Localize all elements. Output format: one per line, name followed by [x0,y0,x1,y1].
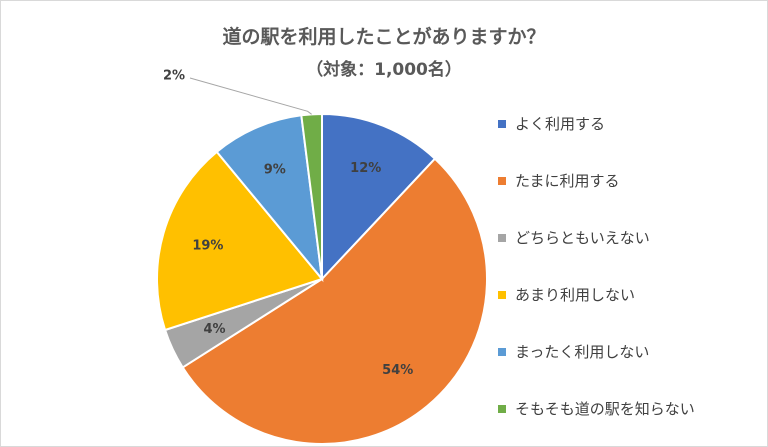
legend-item: あまり利用しない [498,284,635,305]
pie-slice [321,112,437,282]
legend-label: どちらともいえない [515,229,650,247]
legend-swatch [498,404,506,413]
legend-item: まったく利用しない [498,341,649,362]
leader-line [189,77,312,115]
legend-label: そもそも道の駅を知らない [515,400,695,418]
slice-data-label: 2% [163,69,185,84]
legend-item: たまに利用する [498,170,620,191]
legend-item: どちらともいえない [498,227,650,248]
slice-data-label: 19% [192,238,223,253]
legend-label: あまり利用しない [515,286,636,304]
legend-swatch [498,119,506,128]
slice-data-label: 4% [203,322,225,337]
pie-slice [156,150,324,332]
legend-swatch [498,347,506,356]
chart-title: 道の駅を利用したことがありますか？ [222,26,546,48]
slice-data-label: 12% [350,161,381,176]
legend-item: よく利用する [498,113,605,134]
legend-label: まったく利用しない [515,343,650,361]
slice-data-label: 54% [382,363,413,378]
legend-label: たまに利用する [515,172,620,190]
slice-data-label: 9% [264,162,286,177]
legend-swatch [498,176,506,185]
legend-swatch [498,233,506,242]
legend-item: そもそも道の駅を知らない [498,398,695,419]
pie-slice [215,114,324,283]
legend-label: よく利用する [515,115,606,133]
chart-subtitle: （対象：1,000名） [306,60,462,80]
legend-swatch [498,290,506,299]
pie-slice [181,157,488,445]
